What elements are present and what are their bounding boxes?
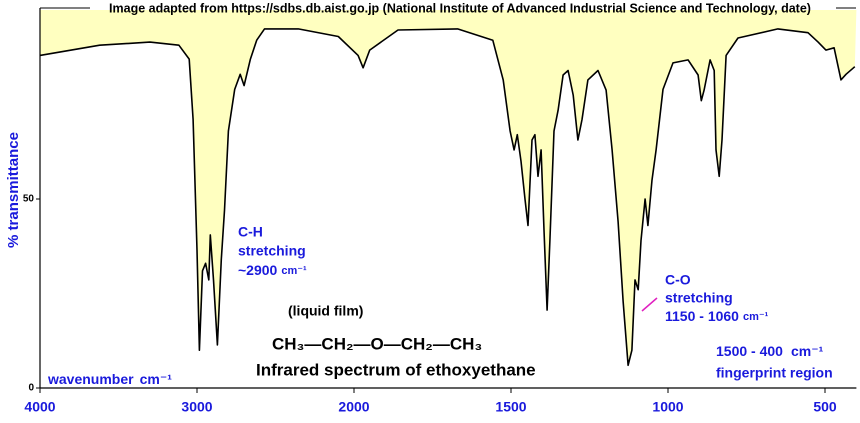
annotation-unit: cm⁻¹ — [791, 343, 824, 359]
plot-area — [39, 10, 857, 367]
y-tick-label: 50 — [23, 194, 35, 205]
absorption-shading — [40, 10, 857, 366]
x-axis-unit: cm⁻¹ — [140, 371, 173, 387]
x-tick-label: 1500 — [495, 399, 526, 415]
annotation: fingerprint region — [716, 365, 833, 381]
x-axis-label: wavenumber — [47, 371, 134, 387]
annotation: 1500 - 400 cm⁻¹ — [716, 343, 824, 359]
x-tick-label: 4000 — [24, 399, 55, 415]
annotation-unit: cm⁻¹ — [281, 265, 307, 277]
annotation: 1500 - 400 — [716, 343, 783, 359]
header: Image adapted from https://sdbs.db.aist.… — [109, 1, 811, 15]
x-axis-label: wavenumber cm⁻¹ — [47, 371, 172, 387]
annotation: stretching — [238, 243, 306, 259]
x-tick-label: 2000 — [338, 399, 369, 415]
y-axis-label: % transmittance — [5, 132, 22, 248]
annotation: C-H — [238, 224, 263, 240]
formula: CH₃—CH₂—O—CH₂—CH₃ — [272, 334, 482, 353]
spectrum-line — [39, 28, 856, 367]
annotation: C-O — [665, 272, 691, 288]
pointer — [641, 297, 658, 312]
annotation: stretching — [665, 290, 733, 306]
x-tick-label: 1000 — [652, 399, 683, 415]
chart-title: Infrared spectrum of ethoxyethane — [256, 360, 536, 379]
annotation: ~2900 cm⁻¹ — [238, 262, 307, 278]
annotation: ~2900 — [238, 262, 278, 278]
x-tick-label: 3000 — [181, 399, 212, 415]
x-tick-label: 500 — [813, 399, 837, 415]
annotation: 1150 - 1060 — [665, 308, 739, 324]
y-tick-label: 0 — [28, 383, 34, 394]
annotation-unit: cm⁻¹ — [743, 311, 769, 323]
sample-note: (liquid film) — [288, 303, 363, 319]
annotation: 1150 - 1060 cm⁻¹ — [665, 308, 769, 324]
